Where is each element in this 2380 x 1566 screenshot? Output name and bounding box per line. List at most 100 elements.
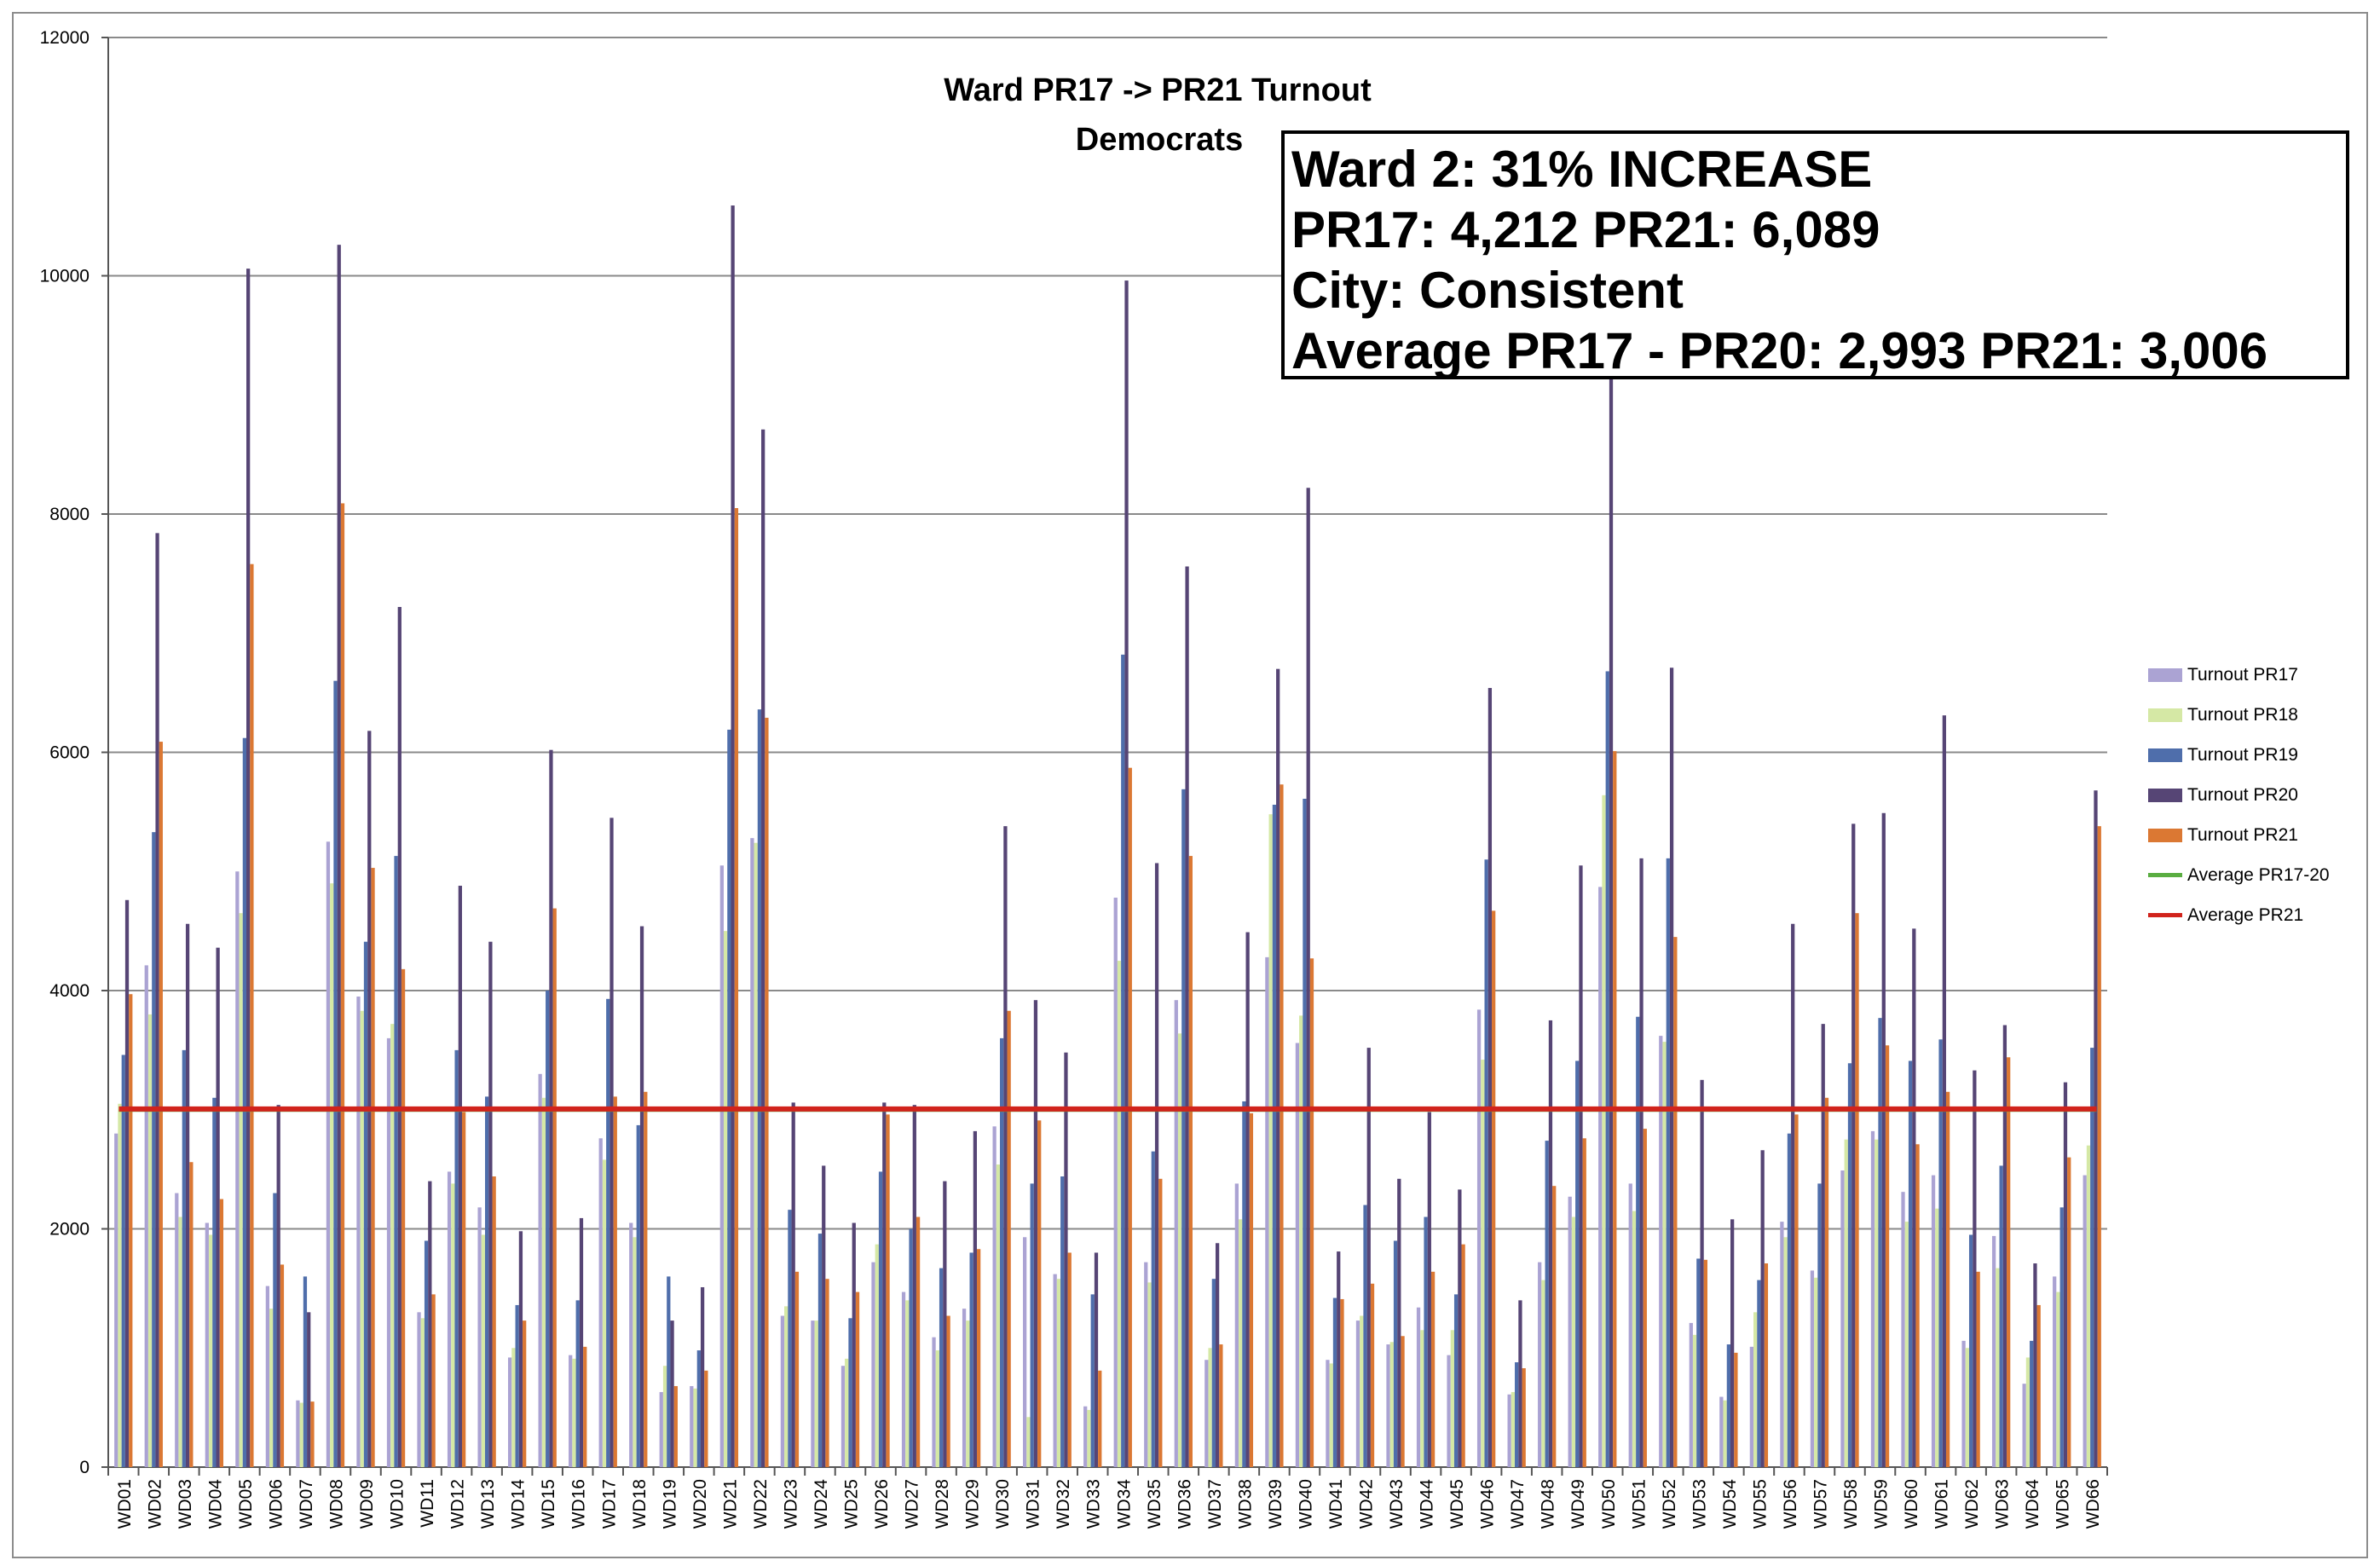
x-tick-label: WD46 <box>1478 1479 1498 1528</box>
bar-wd14-turnout-pr19 <box>515 1304 519 1467</box>
bar-wd41-turnout-pr18 <box>1329 1363 1333 1467</box>
bar-wd41-turnout-pr19 <box>1332 1297 1337 1467</box>
bar-wd07-turnout-pr20 <box>307 1312 311 1467</box>
annotation-line-3: City: Consistent <box>1291 262 1684 319</box>
x-tick-label: WD39 <box>1266 1479 1285 1528</box>
y-tick-label: 4000 <box>49 981 90 1001</box>
bar-wd16-turnout-pr21 <box>583 1346 587 1467</box>
bar-wd35-turnout-pr21 <box>1158 1178 1163 1467</box>
bar-wd61-turnout-pr18 <box>1935 1208 1939 1467</box>
bar-wd38-turnout-pr18 <box>1238 1219 1243 1467</box>
bar-wd13-turnout-pr17 <box>477 1207 482 1467</box>
legend-label: Turnout PR17 <box>2187 664 2298 685</box>
bar-wd35-turnout-pr19 <box>1151 1151 1155 1467</box>
bar-wd56-turnout-pr19 <box>1787 1133 1792 1467</box>
bar-wd34-turnout-pr21 <box>1128 767 1132 1467</box>
x-tick-label: WD23 <box>781 1479 800 1528</box>
bar-wd34-turnout-pr19 <box>1121 654 1125 1467</box>
bar-wd42-turnout-pr17 <box>1355 1320 1360 1467</box>
bar-wd58-turnout-pr18 <box>1844 1139 1848 1467</box>
bar-wd53-turnout-pr21 <box>1703 1259 1707 1467</box>
x-tick-label: WD13 <box>478 1479 498 1528</box>
bar-wd07-turnout-pr19 <box>303 1276 308 1467</box>
bar-wd65-turnout-pr20 <box>2063 1082 2068 1467</box>
x-tick-label: WD61 <box>1932 1479 1952 1528</box>
bar-wd30-turnout-pr20 <box>1003 826 1008 1467</box>
bar-wd49-turnout-pr21 <box>1582 1138 1586 1467</box>
bar-wd08-turnout-pr18 <box>330 883 334 1467</box>
x-tick-label: WD08 <box>326 1479 346 1528</box>
legend-swatch <box>2148 748 2182 762</box>
x-tick-label: WD49 <box>1568 1479 1588 1528</box>
bar-wd14-turnout-pr20 <box>518 1231 523 1467</box>
bar-wd06-turnout-pr17 <box>265 1286 270 1467</box>
bar-wd07-turnout-pr21 <box>310 1401 315 1467</box>
x-tick-label: WD28 <box>933 1479 952 1528</box>
bar-wd18-turnout-pr18 <box>633 1237 637 1467</box>
bar-wd20-turnout-pr17 <box>690 1385 694 1467</box>
bar-wd37-turnout-pr17 <box>1204 1360 1209 1467</box>
bar-wd46-turnout-pr20 <box>1488 688 1493 1467</box>
legend-item: Turnout PR21 <box>2148 815 2330 855</box>
bar-wd40-turnout-pr19 <box>1303 799 1307 1467</box>
bar-wd36-turnout-pr18 <box>1177 1033 1182 1467</box>
bar-wd24-turnout-pr17 <box>811 1320 815 1467</box>
bar-wd47-turnout-pr19 <box>1515 1362 1519 1467</box>
bar-wd52-turnout-pr18 <box>1662 1042 1667 1467</box>
bar-wd30-turnout-pr19 <box>1000 1037 1004 1467</box>
bar-wd02-turnout-pr17 <box>144 965 148 1467</box>
bar-wd26-turnout-pr18 <box>875 1244 879 1467</box>
bar-wd63-turnout-pr20 <box>2002 1025 2007 1467</box>
bar-wd13-turnout-pr20 <box>488 941 493 1467</box>
x-tick-label: WD26 <box>872 1479 892 1528</box>
x-tick-label: WD11 <box>418 1479 437 1528</box>
bar-wd02-turnout-pr20 <box>155 533 159 1467</box>
bar-wd57-turnout-pr19 <box>1817 1183 1822 1467</box>
bar-wd17-turnout-pr17 <box>598 1138 603 1467</box>
bar-wd33-turnout-pr17 <box>1083 1406 1088 1467</box>
bar-wd43-turnout-pr17 <box>1386 1344 1390 1467</box>
bar-wd29-turnout-pr21 <box>977 1249 981 1467</box>
bar-wd37-turnout-pr18 <box>1208 1348 1212 1467</box>
x-tick-label: WD41 <box>1326 1479 1346 1528</box>
legend-label: Turnout PR19 <box>2187 744 2298 765</box>
bar-wd35-turnout-pr18 <box>1147 1282 1152 1467</box>
bar-wd03-turnout-pr17 <box>175 1193 179 1467</box>
bar-wd24-turnout-pr21 <box>825 1279 829 1467</box>
x-tick-label: WD07 <box>297 1479 316 1528</box>
bar-wd47-turnout-pr18 <box>1511 1391 1516 1467</box>
bar-wd53-turnout-pr20 <box>1700 1079 1704 1467</box>
bar-wd60-turnout-pr20 <box>1912 928 1916 1467</box>
x-tick-label: WD59 <box>1872 1479 1892 1528</box>
x-tick-label: WD52 <box>1660 1479 1679 1528</box>
bar-wd35-turnout-pr20 <box>1154 863 1159 1467</box>
bar-wd55-turnout-pr17 <box>1749 1346 1754 1467</box>
bar-wd21-turnout-pr17 <box>719 865 724 1467</box>
x-tick-label: WD65 <box>2054 1479 2073 1528</box>
bar-wd40-turnout-pr21 <box>1309 958 1314 1467</box>
bar-wd06-turnout-pr18 <box>269 1309 274 1467</box>
x-tick-label: WD24 <box>812 1479 831 1529</box>
bar-wd53-turnout-pr19 <box>1696 1258 1701 1467</box>
x-tick-label: WD58 <box>1841 1479 1861 1528</box>
bar-wd45-turnout-pr21 <box>1461 1244 1465 1467</box>
bar-wd02-turnout-pr18 <box>147 1014 153 1467</box>
bar-wd22-turnout-pr21 <box>765 717 769 1467</box>
bar-wd48-turnout-pr17 <box>1538 1262 1542 1467</box>
bar-wd56-turnout-pr21 <box>1794 1114 1799 1467</box>
legend-label: Turnout PR20 <box>2187 784 2298 805</box>
bar-wd47-turnout-pr20 <box>1518 1300 1522 1467</box>
bar-wd27-turnout-pr17 <box>901 1292 906 1467</box>
legend-swatch <box>2148 873 2182 877</box>
bar-wd22-turnout-pr20 <box>761 429 765 1468</box>
x-tick-label: WD53 <box>1690 1479 1709 1528</box>
bar-wd23-turnout-pr18 <box>784 1306 789 1467</box>
x-tick-label: WD32 <box>1054 1479 1073 1528</box>
bar-wd56-turnout-pr20 <box>1791 923 1795 1467</box>
bar-wd39-turnout-pr17 <box>1265 956 1269 1467</box>
x-tick-label: WD18 <box>630 1479 650 1528</box>
y-tick-label: 6000 <box>49 743 90 763</box>
bar-wd61-turnout-pr20 <box>1942 715 1946 1467</box>
bar-wd64-turnout-pr18 <box>2025 1357 2031 1467</box>
x-tick-label: WD42 <box>1357 1479 1377 1528</box>
